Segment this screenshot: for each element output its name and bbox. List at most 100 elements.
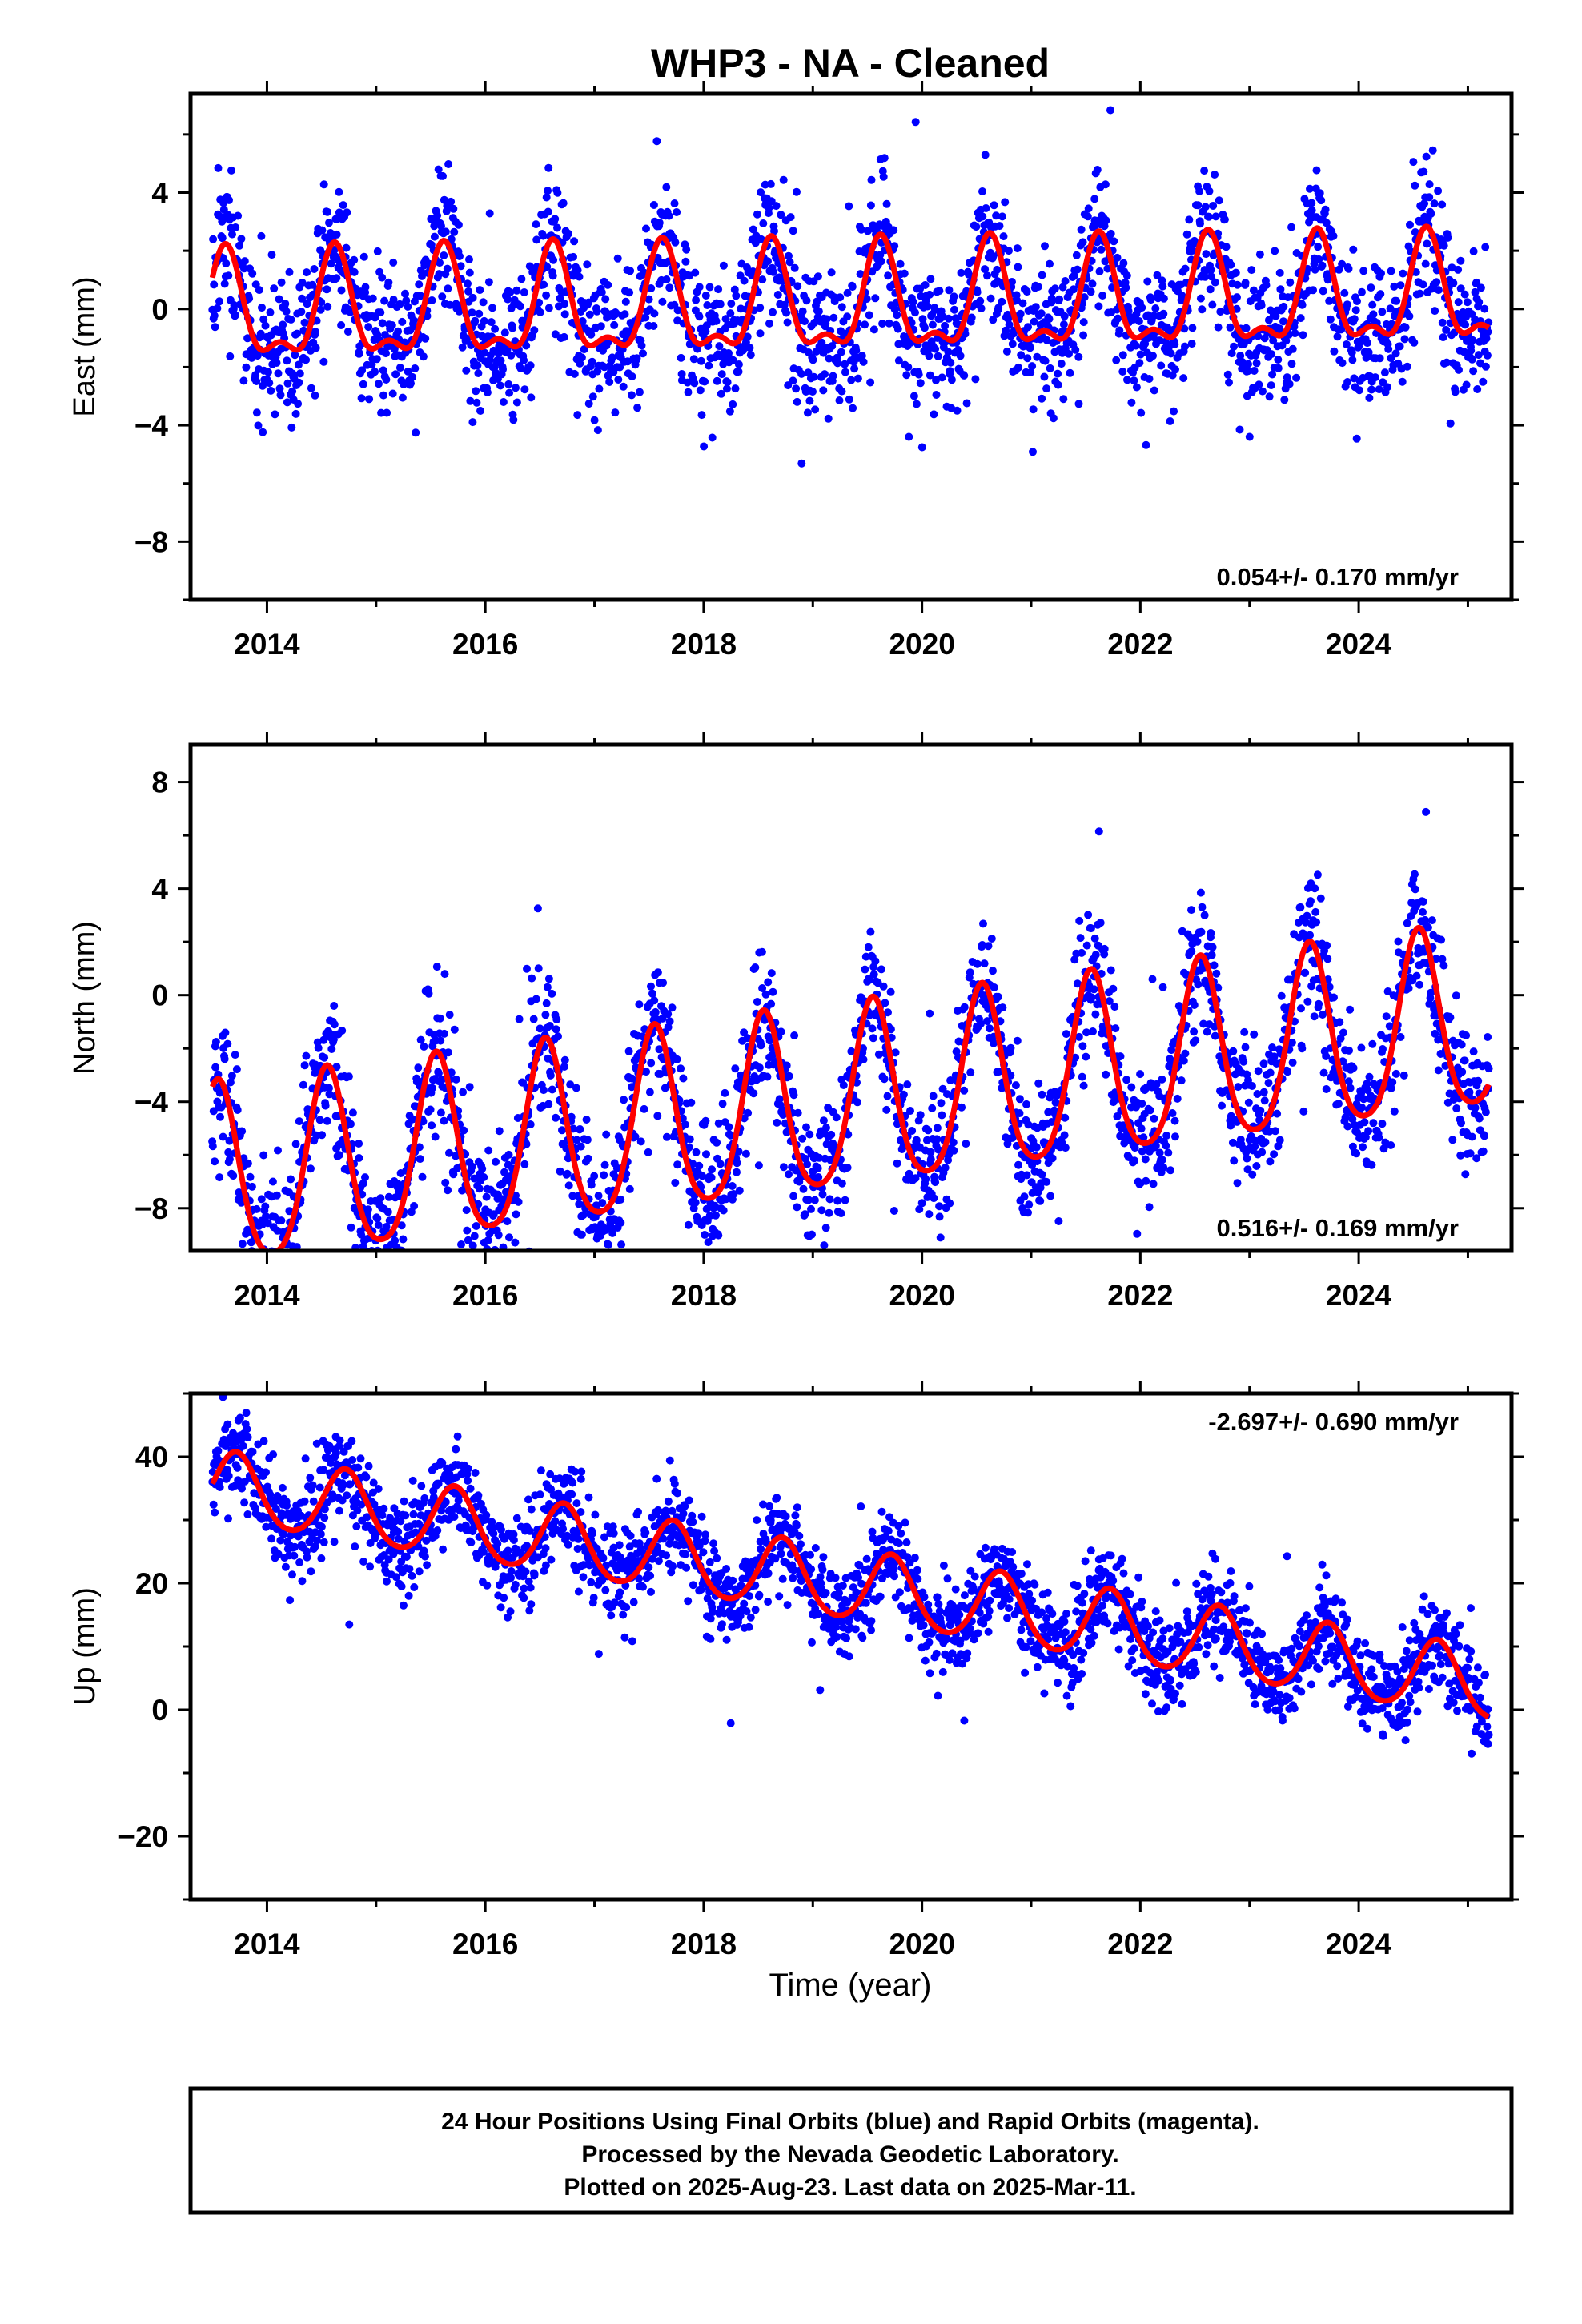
data-point	[255, 286, 263, 295]
data-point	[436, 1036, 445, 1045]
data-point	[1074, 400, 1083, 408]
data-point	[1474, 1076, 1483, 1085]
data-point	[1046, 1192, 1055, 1200]
data-point	[935, 1202, 944, 1211]
data-point	[793, 282, 802, 291]
data-point	[1110, 237, 1118, 246]
data-point	[932, 376, 940, 384]
data-point	[1170, 407, 1178, 416]
data-point	[825, 354, 833, 363]
data-point	[268, 1177, 277, 1186]
data-point	[472, 398, 481, 407]
data-point	[1346, 1005, 1355, 1014]
data-point	[1066, 368, 1074, 377]
data-point	[822, 1124, 830, 1132]
y-tick-label: 0	[151, 293, 168, 326]
data-point	[463, 1226, 472, 1235]
data-point	[1296, 314, 1305, 323]
data-point	[813, 272, 822, 281]
data-point	[384, 1192, 393, 1201]
data-point	[695, 312, 704, 321]
data-point	[225, 195, 233, 204]
data-point	[584, 1272, 592, 1280]
data-point	[1333, 332, 1342, 341]
data-point	[532, 995, 540, 1003]
data-point	[474, 1200, 483, 1208]
data-point	[1399, 1071, 1408, 1080]
data-point	[714, 1119, 723, 1128]
data-point	[302, 356, 311, 364]
data-point	[211, 1063, 220, 1072]
data-point	[986, 1024, 994, 1033]
data-point	[1335, 1100, 1343, 1108]
data-point	[880, 154, 889, 163]
data-point	[696, 386, 705, 395]
data-point	[462, 366, 471, 375]
data-point	[953, 406, 962, 415]
data-point	[379, 366, 387, 375]
data-point	[1252, 359, 1261, 368]
data-point	[1313, 870, 1322, 879]
data-point	[484, 278, 493, 287]
data-point	[1484, 328, 1492, 336]
data-point	[994, 1068, 1003, 1076]
data-point	[1365, 393, 1374, 402]
data-point	[865, 975, 874, 984]
data-point	[1399, 269, 1407, 278]
data-point	[715, 342, 724, 351]
plot-frame	[188, 742, 1514, 1253]
data-point	[619, 382, 628, 391]
data-point	[765, 319, 773, 328]
data-point	[707, 1173, 716, 1182]
data-point	[1006, 1043, 1015, 1052]
data-point	[214, 1446, 223, 1455]
data-point	[1346, 1084, 1355, 1092]
data-point	[1383, 383, 1391, 392]
data-point	[866, 378, 875, 387]
data-point	[843, 288, 852, 297]
data-point	[1091, 1010, 1100, 1019]
data-point	[1247, 1082, 1256, 1090]
data-point	[577, 1230, 586, 1239]
data-point	[1038, 394, 1046, 403]
data-point	[1022, 287, 1031, 296]
data-point	[1152, 1080, 1161, 1088]
data-point	[729, 400, 737, 408]
data-point	[343, 208, 351, 217]
data-point	[625, 1184, 634, 1193]
data-point	[743, 1034, 752, 1043]
data-point	[487, 318, 496, 327]
data-point	[633, 404, 642, 412]
data-point	[848, 283, 857, 292]
data-point	[779, 175, 788, 184]
data-point	[1259, 1088, 1268, 1096]
data-point	[1061, 1113, 1070, 1122]
data-point	[1428, 146, 1437, 155]
data-point	[470, 1232, 479, 1240]
data-point	[1223, 370, 1232, 379]
data-point	[1242, 1148, 1251, 1156]
data-point	[546, 1071, 555, 1080]
data-point	[866, 201, 875, 210]
data-point	[1110, 1003, 1119, 1011]
data-point	[1406, 220, 1414, 229]
data-point	[1279, 302, 1288, 311]
data-point	[859, 357, 868, 366]
data-point	[277, 278, 286, 287]
data-point	[708, 433, 717, 442]
data-point	[933, 1135, 942, 1144]
data-point	[1481, 362, 1490, 371]
data-point	[592, 1201, 600, 1210]
data-point	[1061, 1144, 1070, 1152]
data-point	[1378, 1120, 1387, 1128]
data-point	[332, 230, 341, 239]
data-point	[224, 1148, 233, 1156]
data-point	[651, 1007, 660, 1016]
data-point	[337, 286, 346, 295]
data-point	[510, 1252, 518, 1260]
data-point	[395, 1264, 403, 1272]
data-point	[914, 370, 923, 379]
data-point	[819, 386, 828, 395]
data-point	[900, 269, 909, 278]
data-point	[1130, 376, 1138, 385]
